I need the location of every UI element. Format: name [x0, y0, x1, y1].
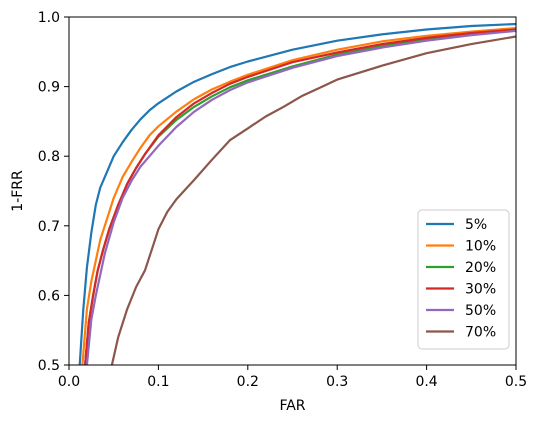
- y-axis-label: 1-FRR: [10, 170, 26, 212]
- y-tick-label: 0.9: [38, 80, 60, 96]
- plot-frame: [68, 16, 517, 366]
- y-tick-label: 0.6: [38, 288, 60, 304]
- series-line-70pct: [110, 35, 516, 365]
- legend-label: 5%: [465, 217, 487, 233]
- y-tick-label: 0.5: [38, 358, 60, 374]
- y-tick-label: 0.8: [38, 149, 60, 165]
- series-line-50pct: [85, 29, 516, 365]
- series-line-5pct: [78, 22, 516, 365]
- y-tick-label: 0.7: [38, 219, 60, 235]
- x-axis: 0.0 0.1 0.2 0.3 0.4 0.5: [58, 365, 527, 390]
- x-axis-label: FAR: [279, 398, 305, 414]
- x-tick-label: 0.5: [505, 374, 527, 390]
- legend-label: 70%: [465, 325, 496, 341]
- legend-label: 20%: [465, 260, 496, 276]
- y-axis: 0.5 0.6 0.7 0.8 0.9 1.0: [38, 10, 69, 374]
- x-tick-label: 0.0: [58, 374, 80, 390]
- x-tick-label: 0.1: [147, 374, 169, 390]
- x-tick-label: 0.3: [326, 374, 348, 390]
- legend: 5% 10% 20% 30% 50% 70%: [417, 209, 510, 350]
- legend-label: 10%: [465, 239, 496, 255]
- series-line-30pct: [84, 28, 516, 365]
- y-tick-label: 1.0: [38, 10, 60, 26]
- x-tick-label: 0.2: [237, 374, 259, 390]
- x-tick-label: 0.4: [415, 374, 437, 390]
- series-layer: [78, 22, 516, 365]
- series-line-10pct: [81, 27, 516, 365]
- legend-label: 30%: [465, 282, 496, 298]
- legend-label: 50%: [465, 303, 496, 319]
